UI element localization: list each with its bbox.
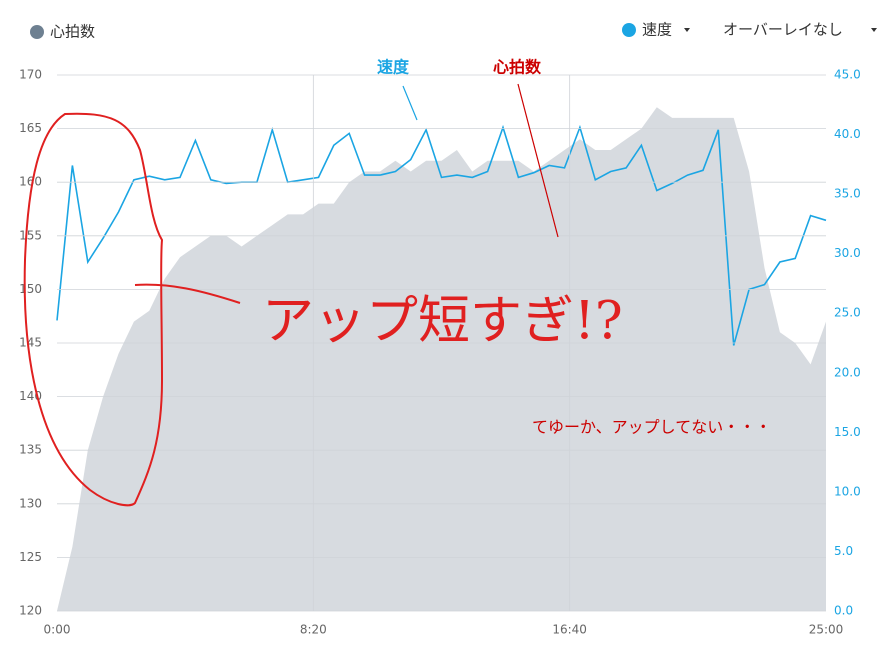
legend-marker — [30, 25, 44, 39]
y-tick-label: 160 — [19, 175, 42, 189]
x-tick-label: 0:00 — [44, 623, 71, 637]
x-tick-label: 16:40 — [552, 623, 587, 637]
y-tick-label: 170 — [19, 68, 42, 82]
annotation: 心拍数 — [493, 58, 542, 77]
dropdown-arrow[interactable] — [871, 28, 877, 32]
annotations: 速度 心拍数 アップ短すぎ!? てゆーか、アップしてない・・・ — [23, 58, 771, 507]
annotation: 速度 — [377, 58, 410, 77]
y-tick-label: 125 — [19, 550, 42, 564]
y-tick-label: 145 — [19, 336, 42, 350]
y-tick-label: 155 — [19, 228, 42, 242]
y2-tick-label: 5.0 — [834, 544, 853, 558]
annotation-pointer — [517, 83, 559, 238]
line — [56, 124, 827, 346]
legend-marker — [622, 23, 636, 37]
area — [57, 107, 826, 611]
x-tick-label: 8:20 — [300, 623, 327, 637]
legend-entry[interactable]: 心拍数 — [50, 23, 95, 41]
hand-line — [134, 283, 241, 304]
y2-tick-label: 10.0 — [834, 484, 861, 498]
legend-entry[interactable]: 速度 — [642, 21, 672, 39]
dropdown-arrow[interactable] — [684, 28, 690, 32]
y2-tick-label: 45.0 — [834, 68, 861, 82]
y2-tick-label: 30.0 — [834, 246, 861, 260]
annotation: てゆーか、アップしてない・・・ — [532, 418, 771, 437]
y-tick-label: 150 — [19, 282, 42, 296]
hand-circle — [23, 112, 164, 507]
y-tick-label: 120 — [19, 604, 42, 618]
y2-tick-label: 0.0 — [834, 604, 853, 618]
x-tick-label: 25:00 — [809, 623, 844, 637]
y2-tick-label: 40.0 — [834, 127, 861, 141]
overlay-select[interactable]: オーバーレイなし — [723, 21, 843, 39]
y2-tick-label: 20.0 — [834, 365, 861, 379]
y-tick-label: 130 — [19, 496, 42, 510]
annotation-pointer — [402, 85, 418, 121]
y2-tick-label: 35.0 — [834, 187, 861, 201]
y-tick-label: 165 — [19, 121, 42, 135]
y2-tick-label: 25.0 — [834, 306, 861, 320]
annotation: アップ短すぎ!? — [262, 292, 623, 352]
plot: 1201251301351401451501551601651700.05.01… — [19, 68, 861, 637]
y-tick-label: 135 — [19, 443, 42, 457]
y2-tick-label: 15.0 — [834, 425, 861, 439]
